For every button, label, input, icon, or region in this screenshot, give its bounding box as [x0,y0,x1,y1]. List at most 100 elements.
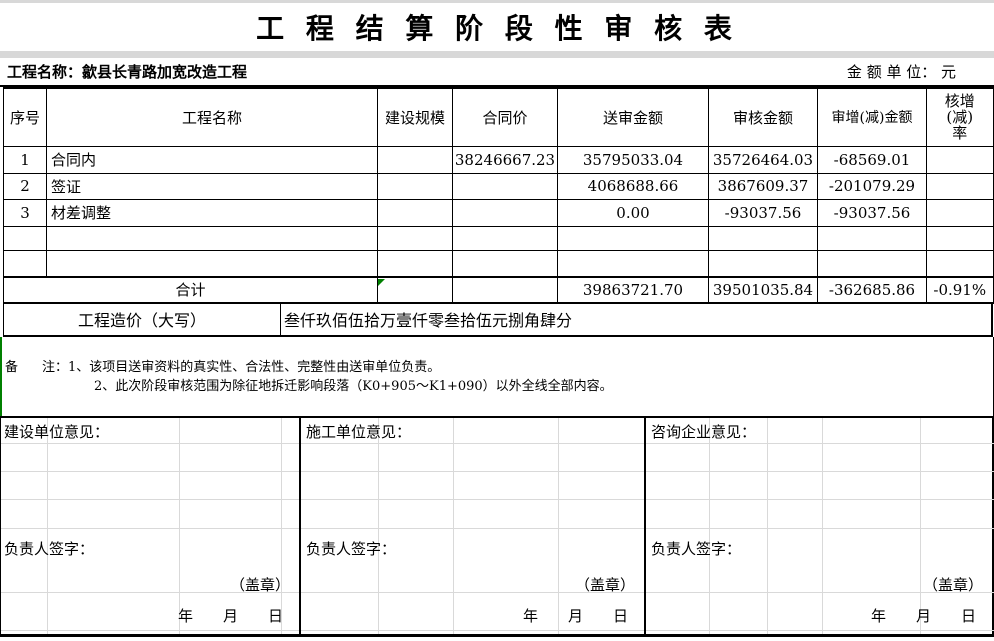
table-cell: -93037.56 [817,198,927,228]
table-cell [377,275,453,304]
table-cell [926,172,994,200]
table-total-row: 合计 39863721.70 39501035.84 -362685.86 -0.91% [3,275,994,304]
table-cell [452,250,558,278]
gridline [1,471,994,472]
total-label-cell: 合计 [3,275,378,304]
table-cell: -201079.29 [817,172,927,200]
project-name: 工程名称：歙县长青路加宽改造工程 [7,63,248,81]
table-cell [377,198,453,228]
mid-gray-strip [0,51,994,58]
table-cell [46,225,378,252]
table-cell [557,225,709,252]
table-cell [452,198,558,228]
sign-label: 负责人签字： [651,540,742,558]
table-row: 1 合同内 38246667.23 35795033.04 35726464.03 -68… [3,145,994,174]
table-row [3,250,994,278]
remarks-lines: 1、该项目送审资料的真实性、合法性、完整性由送审单位负责。 2、此次阶段审核范围… [68,358,613,396]
opinion-title: 咨询企业意见： [651,423,757,441]
table-cell [452,275,558,304]
table-cell [377,250,453,278]
opinion-consultant: 咨询企业意见： 负责人签字： （盖章） 年 月 日 [648,418,992,634]
table-cell [926,198,994,228]
gridline [1,499,994,500]
title-band: 工 程 结 算 阶 段 性 审 核 表 [0,3,994,51]
gridline [179,418,180,634]
gridline [558,418,559,634]
table-row: 2 签证 4068688.66 3867609.37 -201079.29 [3,172,994,200]
table-cell [817,225,927,252]
audit-table: 序号 工程名称 建设规模 合同价 送审金额 审核金额 审增(减)金额 核增 (减) 率 1 合同… [3,87,994,304]
month-label: 月 [222,607,238,625]
column-header: 合同价 [452,87,558,147]
amount-words-label: 工程造价（大写） [4,303,281,335]
gridline [822,418,823,634]
table-cell [377,145,453,174]
date-line: 年 月 日 [648,605,992,626]
table-header-row: 序号 工程名称 建设规模 合同价 送审金额 审核金额 审增(减)金额 核增 (减) 率 [3,87,994,147]
gridline [453,418,454,634]
gridline [1,443,994,444]
table-cell [817,250,927,278]
table-cell [3,250,47,278]
table-cell: -93037.56 [708,198,818,228]
column-header: 送审金额 [557,87,709,147]
opinion-title: 建设单位意见： [4,423,110,441]
column-header: 工程名称 [46,87,378,147]
gridline [920,418,921,634]
table-cell: 38246667.23 [452,145,558,174]
page-title: 工 程 结 算 阶 段 性 审 核 表 [256,12,738,45]
month-label: 月 [915,607,931,625]
table-cell [46,250,378,278]
column-header: 审增(减)金额 [817,87,927,147]
seal-label: （盖章） [922,576,983,594]
table-cell: 1 [3,145,47,174]
opinion-build-unit: 建设单位意见： 负责人签字： （盖章） 年 月 日 [1,418,301,634]
table-cell: 0.00 [557,198,709,228]
seal-label: （盖章） [229,576,290,594]
table-cell: -68569.01 [817,145,927,174]
table-cell [452,172,558,200]
table-row: 3 材差调整 0.00 -93037.56 -93037.56 [3,198,994,228]
table-cell: 2 [3,172,47,200]
gridline [47,418,48,634]
remarks-label-zhu: 注： [42,360,69,375]
table-cell [926,225,994,252]
table-cell: 3867609.37 [708,172,818,200]
table-cell: 3 [3,198,47,228]
table-cell [377,225,453,252]
remarks-section: 备 注： 1、该项目送审资料的真实性、合法性、完整性由送审单位负责。 2、此次阶… [0,337,994,416]
table-cell [926,250,994,278]
amount-in-words-row: 工程造价（大写） 叁仟玖佰伍拾万壹仟零叁拾伍元捌角肆分 [3,303,993,337]
amount-unit-label: 金 额 单 位： 元 [846,63,956,81]
year-label: 年 [522,607,538,625]
table-cell: 4068688.66 [557,172,709,200]
remark-line-1: 1、该项目送审资料的真实性、合法性、完整性由送审单位负责。 [68,360,441,375]
gridline [1,528,994,529]
column-header: 建设规模 [377,87,453,147]
gridline [767,418,768,634]
green-edge-marker [0,337,2,416]
table-cell: 签证 [46,172,378,200]
table-cell [926,145,994,174]
project-name-row: 工程名称：歙县长青路加宽改造工程 金 额 单 位： 元 [0,58,994,87]
opinions-section: 建设单位意见： 负责人签字： （盖章） 年 月 日 施工单位意见： 负责人签字：… [0,416,994,637]
gridline [709,418,710,634]
table-cell: -362685.86 [817,275,927,304]
table-cell: 35726464.03 [708,145,818,174]
sign-label: 负责人签字： [4,540,95,558]
seal-label: （盖章） [574,576,635,594]
table-cell [3,225,47,252]
gridline [378,418,379,634]
opinion-contractor: 施工单位意见： 负责人签字： （盖章） 年 月 日 [303,418,646,634]
column-header: 核增 (减) 率 [926,87,994,147]
remark-line-2: 2、此次阶段审核范围为除征地拆迁影响段落（K0+905～K1+090）以外全线全… [94,379,613,394]
date-line: 年 月 日 [1,605,299,626]
year-label: 年 [870,607,886,625]
table-cell: 材差调整 [46,198,378,228]
month-label: 月 [567,607,583,625]
table-cell: -0.91% [926,275,994,304]
day-label: 日 [960,607,976,625]
sign-label: 负责人签字： [306,540,397,558]
table-cell: 35795033.04 [557,145,709,174]
